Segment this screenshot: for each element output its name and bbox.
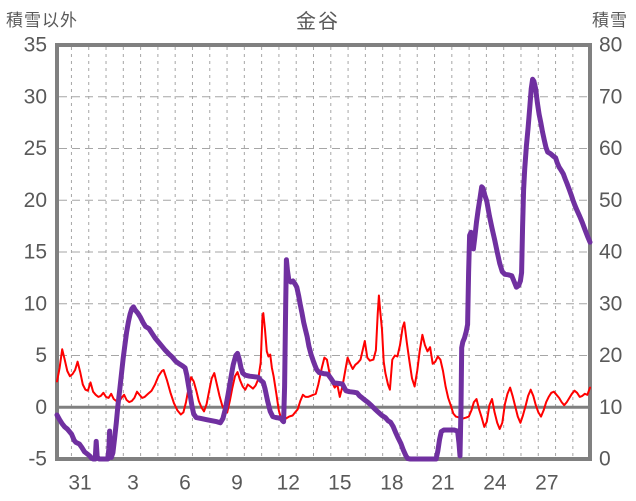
left-axis-tick-label: 25 [24,137,47,160]
left-axis-title: 積雪以外 [6,11,78,30]
x-axis-tick-label: 9 [231,472,243,495]
x-axis-tick-label: 18 [380,472,403,495]
x-axis-tick-label: 21 [431,472,454,495]
left-axis-tick-label: 35 [24,34,47,57]
right-axis-tick-label: 70 [599,85,622,108]
right-axis-tick-label: 0 [599,448,611,471]
x-axis-tick-label: 3 [127,472,139,495]
right-axis-tick-label: 20 [599,344,622,367]
right-axis-tick-label: 80 [599,34,622,57]
right-axis-tick-label: 50 [599,189,622,212]
left-axis-tick-label: 30 [24,85,47,108]
right-axis-tick-label: 10 [599,396,622,419]
left-axis-tick-label: 15 [24,241,47,264]
series-line-red [56,294,591,430]
right-axis-title: 積雪 [592,11,628,30]
left-axis-tick-label: 5 [35,344,47,367]
x-axis-tick-label: 6 [179,472,191,495]
right-axis-tick-label: 60 [599,137,622,160]
chart-title: 金谷 [296,11,340,33]
x-axis-tick-label: 15 [328,472,351,495]
left-axis-tick-label: -5 [28,448,47,471]
x-axis-tick-label: 12 [277,472,300,495]
left-axis-tick-label: 20 [24,189,47,212]
series-line-purple [54,76,593,462]
x-axis-tick-label: 27 [535,472,558,495]
right-axis-tick-label: 30 [599,292,622,315]
x-axis-tick-label: 31 [68,472,91,495]
left-axis-tick-label: 10 [24,292,47,315]
x-axis-tick-label: 24 [483,472,507,495]
plot-border [55,43,592,461]
right-axis-tick-label: 40 [599,241,622,264]
left-axis-tick-label: 0 [35,396,47,419]
